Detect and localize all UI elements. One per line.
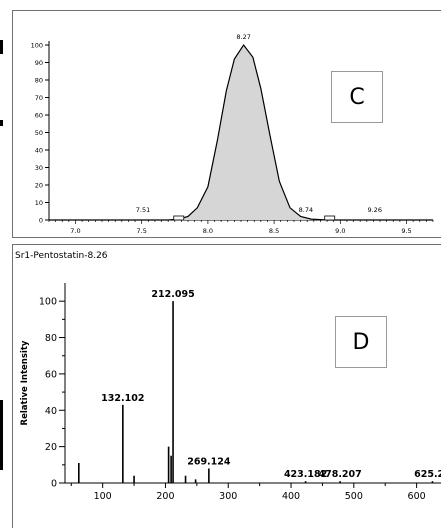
peak-label: 8.74 bbox=[299, 206, 313, 214]
peak-mz-label: 212.095 bbox=[151, 289, 194, 300]
chromatogram-plot: 0 10 20 30 40 50 60 70 80 90 100 7.0 7.5 8.0 8.5 9.0 9.5… bbox=[31, 33, 434, 235]
x-tick-label: 7.0 bbox=[70, 227, 80, 235]
peak-mz-label: 423.182 bbox=[284, 469, 327, 480]
y-tick-label: 20 bbox=[35, 182, 43, 190]
edge-mark bbox=[0, 400, 3, 470]
y-tick-label: 60 bbox=[45, 369, 57, 380]
spectrum-title: Sr1-Pentostatin-8.26 bbox=[15, 251, 108, 261]
y-tick-label: 40 bbox=[35, 147, 43, 155]
peak-mz-label: 132.102 bbox=[101, 393, 144, 404]
peak-label: 7.51 bbox=[136, 206, 150, 214]
x-tick-label: 9.5 bbox=[401, 227, 411, 235]
edge-mark bbox=[0, 120, 3, 126]
left-edge-strip bbox=[0, 0, 12, 528]
x-tick-label: 200 bbox=[156, 491, 174, 502]
peak-mz-label: 269.124 bbox=[187, 456, 231, 467]
x-tick-label: 8.5 bbox=[269, 227, 279, 235]
x-tick-label: 7.5 bbox=[137, 227, 147, 235]
y-tick-label: 60 bbox=[35, 112, 43, 120]
y-tick-label: 20 bbox=[45, 442, 57, 453]
panel-tag-d-label: D bbox=[352, 329, 370, 355]
peak-mz-label: 478.207 bbox=[318, 469, 361, 480]
peak-mz-label: 625.24 bbox=[414, 469, 441, 480]
edge-mark bbox=[0, 40, 3, 54]
peak-label: 8.27 bbox=[236, 33, 250, 41]
x-tick-label: 500 bbox=[345, 491, 363, 502]
x-tick-label: 9.0 bbox=[335, 227, 345, 235]
integration-marker bbox=[173, 215, 185, 221]
mass-spectrum-plot: Sr1-Pentostatin-8.26 Relative Intensity 0 2… bbox=[15, 251, 441, 502]
y-tick-label: 40 bbox=[45, 406, 57, 417]
y-tick-label: 80 bbox=[35, 77, 43, 85]
y-tick-label: 70 bbox=[35, 94, 43, 102]
y-tick-label: 100 bbox=[39, 297, 57, 308]
y-tick-label: 80 bbox=[45, 333, 57, 344]
peak-area-fill bbox=[49, 45, 433, 220]
y-axis-title: Relative Intensity bbox=[20, 340, 30, 425]
chromatogram-trace bbox=[49, 43, 433, 221]
peak-label: 9.26 bbox=[367, 206, 381, 214]
x-tick-label: 400 bbox=[282, 491, 300, 502]
x-tick-label: 600 bbox=[408, 491, 426, 502]
y-tick-label: 0 bbox=[39, 217, 43, 225]
mass-spectrum-panel: Sr1-Pentostatin-8.26 Relative Intensity 0 2… bbox=[12, 244, 441, 528]
y-tick-label: 0 bbox=[51, 479, 57, 490]
x-tick-label: 300 bbox=[219, 491, 237, 502]
y-tick-label: 100 bbox=[31, 42, 43, 50]
panel-tag-d: D bbox=[335, 316, 387, 368]
chromatogram-panel: 0 10 20 30 40 50 60 70 80 90 100 7.0 7.5 8.0 8.5 9.0 9.5… bbox=[12, 10, 441, 238]
x-tick-label: 8.0 bbox=[203, 227, 213, 235]
y-tick-label: 90 bbox=[35, 59, 43, 67]
panel-tag-c-label: C bbox=[349, 84, 365, 110]
y-tick-label: 10 bbox=[35, 199, 43, 207]
panel-tag-c: C bbox=[331, 71, 383, 123]
y-tick-label: 30 bbox=[35, 164, 43, 172]
integration-marker bbox=[324, 215, 336, 221]
y-tick-label: 50 bbox=[35, 129, 43, 137]
x-tick-label: 100 bbox=[94, 491, 112, 502]
